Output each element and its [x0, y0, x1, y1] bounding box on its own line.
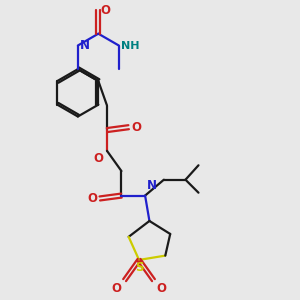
Text: N: N — [146, 179, 157, 192]
Text: NH: NH — [121, 40, 140, 50]
Text: O: O — [131, 121, 141, 134]
Text: S: S — [135, 261, 143, 274]
Text: O: O — [112, 282, 122, 295]
Text: N: N — [80, 39, 90, 52]
Text: O: O — [87, 192, 97, 205]
Text: O: O — [94, 152, 103, 165]
Text: O: O — [156, 282, 167, 295]
Text: O: O — [101, 4, 111, 16]
